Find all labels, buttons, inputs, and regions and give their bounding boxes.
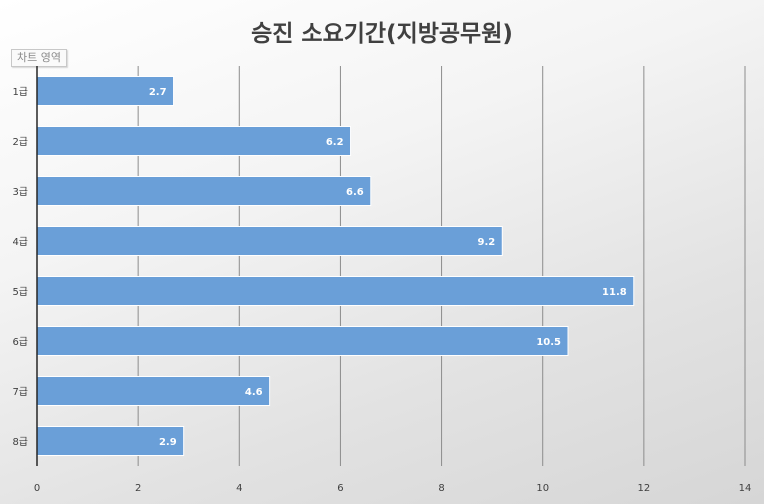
x-tick-label: 4: [236, 483, 242, 494]
x-tick-label: 14: [739, 483, 752, 494]
data-label: 9.2: [478, 237, 496, 248]
y-category-label: 4급: [12, 236, 28, 248]
bar: [36, 176, 372, 206]
x-tick-label: 12: [637, 483, 650, 494]
y-category-label: 5급: [12, 286, 28, 298]
y-category-label: 3급: [12, 186, 28, 198]
x-tick-label: 8: [438, 483, 444, 494]
bar: [36, 326, 569, 356]
bar: [36, 426, 185, 456]
bar: [36, 226, 503, 256]
bar: [36, 376, 271, 406]
y-category-label: 7급: [12, 386, 28, 398]
y-category-label: 2급: [12, 136, 28, 148]
y-category-label: 8급: [12, 436, 28, 448]
y-category-label: 6급: [12, 336, 28, 348]
bar: [36, 126, 352, 156]
x-tick-label: 6: [337, 483, 343, 494]
x-tick-label: 0: [34, 483, 40, 494]
y-category-label: 1급: [12, 86, 28, 98]
chart-title: 승진 소요기간(지방공무원): [251, 21, 513, 47]
data-label: 11.8: [602, 287, 627, 298]
chart-area-tooltip: 차트 영역: [11, 49, 67, 67]
data-label: 4.6: [245, 387, 263, 398]
x-tick-label: 2: [135, 483, 141, 494]
data-label: 2.9: [159, 437, 177, 448]
data-label: 6.2: [326, 137, 344, 148]
x-tick-label: 10: [536, 483, 549, 494]
data-label: 10.5: [536, 337, 561, 348]
bar: [36, 276, 635, 306]
data-label: 2.7: [149, 87, 167, 98]
bar: [36, 76, 175, 106]
data-label: 6.6: [346, 187, 364, 198]
